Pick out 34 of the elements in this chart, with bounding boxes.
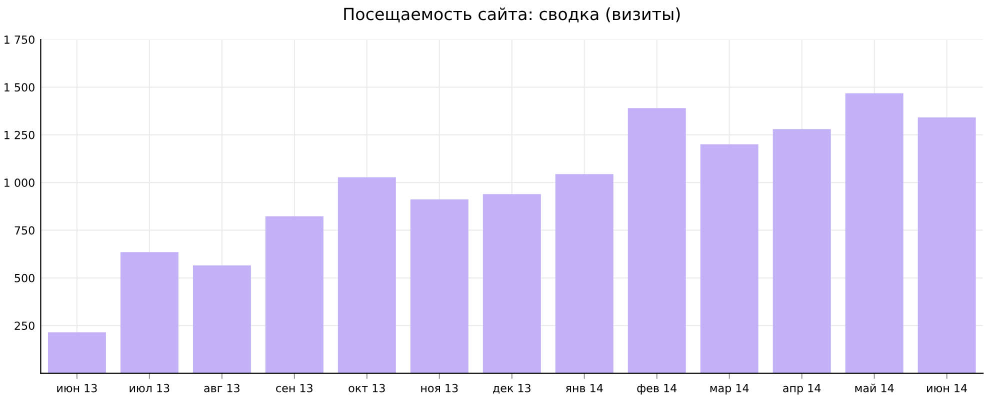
- x-tick-label: июн 13: [57, 384, 97, 392]
- x-tick-label: май 14: [855, 384, 894, 392]
- x-tick-label: июл 13: [130, 384, 170, 392]
- x-tick-label: окт 13: [348, 384, 385, 392]
- bar: [482, 194, 541, 374]
- y-tick-label: 1 750: [4, 35, 34, 44]
- y-tick-label: 1 250: [4, 130, 34, 140]
- bar: [700, 144, 758, 374]
- y-tick-label: 1 500: [4, 83, 34, 92]
- x-tick-label: янв 14: [566, 384, 603, 392]
- bar: [772, 129, 831, 374]
- bar: [265, 216, 324, 374]
- x-tick-label: сен 13: [276, 384, 312, 392]
- x-tick-label: июн 14: [927, 384, 967, 392]
- y-tick-label: 250: [14, 322, 34, 330]
- bar: [628, 108, 686, 374]
- y-tick-label: 500: [14, 274, 34, 282]
- x-tick-label: ноя 13: [421, 384, 458, 392]
- y-tick-label: 750: [14, 226, 34, 235]
- bar: [120, 252, 178, 374]
- bar: [555, 174, 614, 374]
- bar: [192, 265, 251, 374]
- bar: [48, 332, 106, 374]
- x-tick-label: фев 14: [637, 384, 677, 394]
- x-tick-label: мар 14: [710, 384, 749, 394]
- x-tick-label: апр 14: [783, 384, 821, 394]
- bar: [845, 93, 904, 374]
- bar: [410, 199, 468, 374]
- bar: [918, 117, 976, 374]
- chart-title: Посещаемость сайта: сводка (визиты): [344, 7, 680, 22]
- bar: [338, 177, 396, 374]
- x-tick-label: дек 13: [493, 384, 530, 394]
- y-tick-label: 1 000: [4, 178, 34, 187]
- x-tick-label: авг 13: [204, 384, 240, 392]
